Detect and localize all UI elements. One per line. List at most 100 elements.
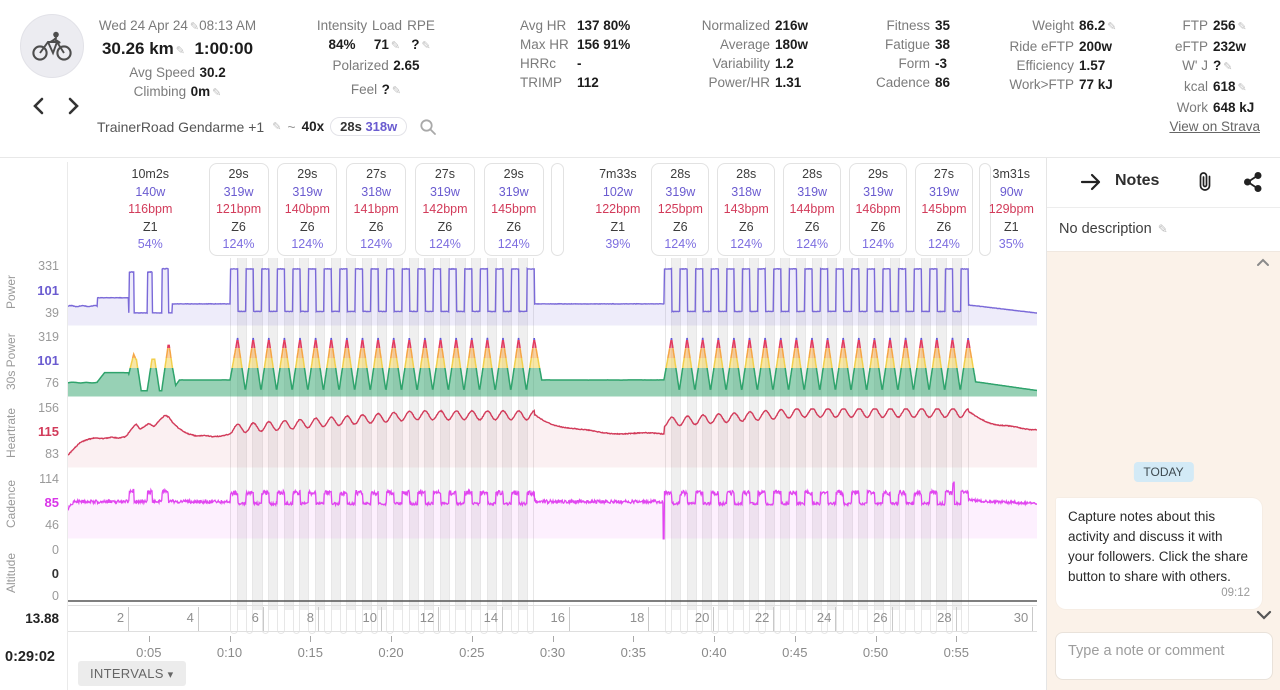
interval-stripe[interactable] — [898, 258, 907, 634]
interval-label-line: 7m33s — [599, 167, 637, 181]
interval-stripe[interactable] — [789, 258, 797, 634]
interval-stripe[interactable] — [464, 258, 472, 634]
scroll-down-chevron-icon[interactable] — [1256, 610, 1272, 620]
interval-stripe[interactable] — [433, 258, 441, 634]
axis-tick-value: 319 — [38, 330, 59, 344]
interval-stripe[interactable] — [526, 258, 535, 634]
interval-label[interactable]: 29s 319w 145bpm Z6 124% — [483, 163, 544, 256]
interval-stripe[interactable] — [929, 258, 938, 634]
interval-stripe[interactable] — [511, 258, 519, 634]
edit-feel-icon[interactable]: ✎ — [391, 85, 402, 97]
interval-label-line: 10m2s — [131, 167, 170, 181]
stat-value-text: 137 80% — [577, 18, 631, 33]
prev-activity-button[interactable] — [30, 96, 52, 118]
interval-stripe[interactable] — [773, 258, 782, 634]
interval-stripe[interactable] — [292, 258, 301, 634]
edit-distance-icon[interactable]: ✎ — [175, 45, 185, 57]
interval-label-line: Z6 — [231, 219, 246, 234]
interval-label[interactable]: 27s 318w 141bpm Z6 124% — [346, 163, 407, 256]
intervals-dropdown-button[interactable]: INTERVALS ▾ — [78, 661, 186, 686]
interval-stripe[interactable] — [711, 258, 719, 634]
interval-stripe[interactable] — [664, 258, 672, 634]
interval-stripe[interactable] — [695, 258, 704, 634]
edit-stat-icon[interactable]: ✎ — [1107, 21, 1117, 33]
stat-label: Average — [719, 37, 770, 52]
edit-load-icon[interactable]: ✎ — [390, 40, 401, 52]
interval-label[interactable]: 27s 319w 142bpm Z6 124% — [414, 163, 475, 256]
distance-tick-label: 20 — [694, 610, 710, 625]
interval-label-line: Z6 — [368, 219, 384, 234]
interval-stripe[interactable] — [370, 258, 379, 634]
interval-stripe[interactable] — [867, 258, 875, 634]
edit-stat-icon[interactable]: ✎ — [1223, 61, 1233, 73]
interval-label[interactable] — [550, 163, 565, 256]
search-icon[interactable] — [419, 118, 437, 136]
distance-tick-label: 12 — [419, 610, 435, 625]
interval-stripe[interactable] — [230, 258, 238, 634]
activity-avatar[interactable] — [20, 14, 84, 78]
interval-stripe[interactable] — [277, 258, 285, 634]
interval-stripe[interactable] — [417, 258, 426, 634]
interval-stripe[interactable] — [308, 258, 316, 634]
interval-stripe[interactable] — [851, 258, 860, 634]
interval-stripe[interactable] — [386, 258, 394, 634]
interval-stripe[interactable] — [805, 258, 813, 634]
interval-label[interactable]: 29s 319w 121bpm Z6 124% — [208, 163, 269, 256]
scroll-up-chevron-icon[interactable] — [1256, 258, 1270, 267]
interval-stripe[interactable] — [402, 258, 410, 634]
view-on-strava-link[interactable]: View on Strava — [1169, 119, 1260, 134]
edit-stat-icon[interactable]: ✎ — [1237, 82, 1247, 94]
interval-stripe[interactable] — [495, 258, 504, 634]
interval-stripe[interactable] — [245, 258, 254, 634]
activity-distance: 30.26 km — [101, 39, 174, 58]
axis-tick-value: 76 — [45, 376, 59, 390]
axis-tick-value: 0 — [52, 589, 59, 603]
edit-stat-icon[interactable]: ✎ — [1237, 21, 1247, 33]
edit-date-icon[interactable]: ✎ — [189, 21, 200, 33]
interval-stripe[interactable] — [726, 258, 735, 634]
interval-stripe[interactable] — [480, 258, 488, 634]
attachment-paperclip-icon[interactable] — [1195, 171, 1215, 193]
edit-description-icon[interactable]: ✎ — [1157, 222, 1168, 236]
interval-label[interactable] — [978, 163, 992, 256]
interval-stripe[interactable] — [820, 258, 829, 634]
interval-stripe[interactable] — [355, 258, 363, 634]
axis-tick-value: 156 — [38, 401, 59, 415]
interval-stripe[interactable] — [914, 258, 922, 634]
interval-stripe[interactable] — [945, 258, 953, 634]
collapse-panel-arrow-icon[interactable] — [1079, 171, 1103, 193]
interval-stripe[interactable] — [448, 258, 457, 634]
stat-label: Work — [1176, 100, 1208, 115]
interval-stripe[interactable] — [324, 258, 332, 634]
interval-stripe[interactable] — [680, 258, 688, 634]
note-comment-input[interactable] — [1055, 632, 1273, 680]
next-activity-button[interactable] — [64, 96, 86, 118]
cyclist-icon — [31, 30, 73, 62]
interval-stripe[interactable] — [961, 258, 969, 634]
edit-climbing-icon[interactable]: ✎ — [212, 87, 222, 99]
interval-label[interactable]: 28s 319w 125bpm Z6 124% — [651, 163, 710, 256]
interval-stripe[interactable] — [758, 258, 766, 634]
stat-label: Efficiency — [1016, 58, 1074, 73]
stat-label: HRRc — [520, 56, 556, 71]
interval-label[interactable]: 27s 319w 145bpm Z6 124% — [914, 163, 973, 256]
edit-title-icon[interactable]: ✎ — [272, 121, 282, 133]
interval-label[interactable]: 29s 319w 146bpm Z6 124% — [849, 163, 908, 256]
edit-rpe-icon[interactable]: ✎ — [421, 40, 431, 52]
activity-title: TrainerRoad Gendarme +1 — [97, 118, 265, 135]
stat-value: 256 ✎ — [1213, 16, 1254, 37]
stat-value-text: - — [577, 56, 582, 71]
interval-label[interactable]: 29s 319w 140bpm Z6 124% — [277, 163, 338, 256]
time-tick-mark — [471, 636, 473, 642]
interval-label[interactable]: 28s 318w 143bpm Z6 124% — [717, 163, 776, 256]
share-icon[interactable] — [1243, 171, 1263, 193]
interval-stripe[interactable] — [339, 258, 348, 634]
interval-label-line: 124% — [360, 237, 393, 251]
interval-stripe[interactable] — [883, 258, 891, 634]
stat-label: kcal — [1183, 79, 1208, 94]
interval-stripe[interactable] — [836, 258, 844, 634]
interval-stripe[interactable] — [742, 258, 750, 634]
workout-pill[interactable]: 28s 318w — [330, 117, 408, 136]
interval-stripe[interactable] — [261, 258, 269, 634]
interval-label[interactable]: 28s 319w 144bpm Z6 124% — [783, 163, 842, 256]
